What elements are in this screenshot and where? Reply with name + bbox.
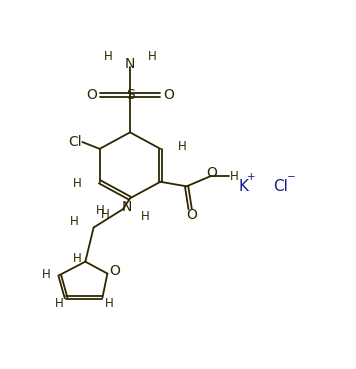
Text: H: H bbox=[141, 210, 150, 223]
Text: −: − bbox=[287, 172, 296, 182]
Text: O: O bbox=[86, 89, 97, 103]
Text: N: N bbox=[125, 57, 135, 71]
Text: H: H bbox=[178, 140, 187, 153]
Text: O: O bbox=[206, 166, 217, 180]
Text: H: H bbox=[104, 50, 112, 63]
Text: H: H bbox=[105, 297, 114, 310]
Text: O: O bbox=[163, 89, 174, 103]
Text: N: N bbox=[121, 200, 132, 214]
Text: H: H bbox=[96, 204, 105, 217]
Text: +: + bbox=[247, 172, 256, 182]
Text: H: H bbox=[42, 268, 51, 281]
Text: H: H bbox=[229, 170, 238, 183]
Text: H: H bbox=[148, 50, 157, 63]
Text: H: H bbox=[101, 208, 110, 221]
Text: H: H bbox=[73, 177, 82, 190]
Text: Cl: Cl bbox=[69, 135, 82, 149]
Text: O: O bbox=[110, 264, 121, 278]
Text: Cl: Cl bbox=[273, 179, 288, 194]
Text: O: O bbox=[186, 208, 197, 223]
Text: S: S bbox=[126, 89, 135, 103]
Text: H: H bbox=[70, 215, 79, 228]
Text: H: H bbox=[73, 252, 82, 265]
Text: K: K bbox=[238, 179, 248, 194]
Text: H: H bbox=[54, 297, 63, 310]
